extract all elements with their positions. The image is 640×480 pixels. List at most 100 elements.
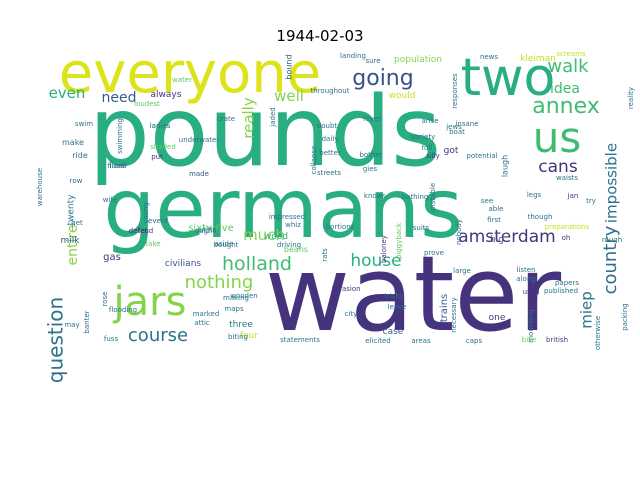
cloud-word-elicited: elicited xyxy=(365,337,390,345)
cloud-word-arise: arise xyxy=(421,117,438,125)
cloud-word-twenty: twenty xyxy=(67,194,77,226)
cloud-word-well: well xyxy=(274,87,304,105)
cloud-word-loudest: loudest xyxy=(134,100,160,108)
cloud-word-case: case xyxy=(383,327,404,337)
cloud-word-sure: sure xyxy=(365,57,380,65)
cloud-word-first: first xyxy=(487,216,501,224)
cloud-word-used: used xyxy=(523,288,540,296)
cloud-word-variety: variety xyxy=(411,133,435,141)
cloud-word-daily: daily xyxy=(322,135,339,143)
cloud-word-milk: milk xyxy=(61,236,81,246)
cloud-word-see: see xyxy=(481,197,493,205)
cloud-word-gas: gas xyxy=(103,252,121,263)
cloud-word-nothing: nothing xyxy=(185,272,254,293)
cloud-word-young: young xyxy=(142,202,150,224)
cloud-word-legs: legs xyxy=(527,191,542,199)
cloud-word-swimming: swimming xyxy=(116,118,124,154)
cloud-word-invasion: invasion xyxy=(331,285,360,293)
cloud-word-driving: driving xyxy=(277,241,301,249)
cloud-word-packing: packing xyxy=(621,303,629,330)
cloud-word-fever: fever xyxy=(363,115,381,123)
cloud-word-made: made xyxy=(189,170,209,178)
cloud-word-rough: rough xyxy=(602,236,622,244)
cloud-word-baloney: baloney xyxy=(380,235,388,263)
cloud-word-landing: landing xyxy=(340,52,366,60)
cloud-word-suits: suits xyxy=(413,224,430,232)
cloud-word-bike: bike xyxy=(522,336,537,344)
cloud-word-bound: bound xyxy=(285,54,294,79)
cloud-word-pounds: pounds xyxy=(89,76,441,188)
cloud-word-even: even xyxy=(49,84,86,102)
cloud-word-going: going xyxy=(352,66,413,91)
cloud-word-wood: wood xyxy=(264,232,288,242)
cloud-word-get: get xyxy=(71,219,83,227)
cloud-word-making: making xyxy=(223,294,249,302)
cloud-word-population: population xyxy=(394,55,442,65)
cloud-word-knows: knows xyxy=(364,192,386,200)
cloud-word-listen: listen xyxy=(516,266,535,274)
cloud-word-tricky: tricky xyxy=(384,292,403,300)
cloud-word-city: city xyxy=(345,310,358,318)
cloud-word-swim: swim xyxy=(75,120,93,128)
cloud-word-better: better xyxy=(319,149,341,157)
cloud-word-course: course xyxy=(128,325,188,346)
cloud-word-gies: gies xyxy=(363,165,378,173)
cloud-word-british: british xyxy=(546,336,568,344)
cloud-word-able: able xyxy=(489,205,504,213)
cloud-word-trains: trains xyxy=(439,294,450,323)
cloud-word-need: need xyxy=(102,90,137,106)
cloud-word-much: much xyxy=(243,226,285,244)
cloud-word-sixty-five: sixty-five xyxy=(188,223,234,234)
cloud-word-attic: attic xyxy=(194,319,210,327)
cloud-word-flood: flood xyxy=(107,162,124,170)
cloud-word-shaded: shaded xyxy=(150,143,176,151)
cloud-word-let: let xyxy=(139,227,148,235)
cloud-word-amsterdam: amsterdam xyxy=(458,227,555,247)
cloud-word-prove: prove xyxy=(424,249,444,257)
cloud-word-wooden: wooden xyxy=(230,292,257,300)
cloud-word-though: though xyxy=(528,213,553,221)
cloud-word-doubt: doubt xyxy=(317,122,338,130)
cloud-word-row: row xyxy=(70,177,83,185)
cloud-word-try: try xyxy=(586,197,596,205)
cloud-word-full: full xyxy=(422,144,433,152)
cloud-word-otherwise: otherwise xyxy=(594,316,602,350)
cloud-word-defend: defend xyxy=(129,227,153,235)
cloud-word-flooding: flooding xyxy=(109,306,137,314)
cloud-word-annex: annex xyxy=(532,94,600,119)
cloud-word-stilts: stilts xyxy=(200,226,217,234)
cloud-word-boat: boat xyxy=(449,128,465,136)
cloud-word-jan: jan xyxy=(567,192,579,200)
cloud-word-got: got xyxy=(444,146,459,156)
cloud-word-rats: rats xyxy=(321,248,329,262)
cloud-word-underwater: underwater xyxy=(179,136,220,144)
cloud-word-maps: maps xyxy=(224,305,244,313)
cloud-word-laugh: laugh xyxy=(501,155,510,177)
cloud-word-mounting: mounting xyxy=(527,309,535,343)
cloud-word-ought: ought xyxy=(195,227,216,235)
cloud-word-put: put xyxy=(151,153,163,161)
cloud-word-news: news xyxy=(480,53,498,61)
cloud-word-rose: rose xyxy=(101,292,109,307)
cloud-word-preparations: preparations xyxy=(545,223,590,231)
cloud-word-big: big xyxy=(490,235,504,245)
cloud-word-cans: cans xyxy=(538,157,578,177)
cloud-word-nobody: nobody xyxy=(455,219,463,245)
cloud-word-holland: holland xyxy=(222,253,292,275)
cloud-word-published: published xyxy=(544,287,578,295)
cloud-word-responses: responses xyxy=(451,73,459,109)
cloud-word-question: question xyxy=(44,297,68,383)
cloud-word-unstable: unstable xyxy=(429,183,437,213)
cloud-word-everyone: everyone xyxy=(59,41,321,106)
cloud-word-flood: flood xyxy=(109,162,126,170)
cloud-word-necessary: necessary xyxy=(450,297,458,333)
cloud-word-event: event xyxy=(148,217,168,225)
cloud-word-ladies: ladies xyxy=(150,122,171,130)
cloud-word-jews: jews xyxy=(445,123,462,131)
cloud-word-idea: idea xyxy=(550,81,580,97)
cloud-word-four: four xyxy=(240,331,258,341)
cloud-word-wife: wife xyxy=(103,196,117,204)
cloud-word-kleiman: kleiman xyxy=(520,54,556,64)
cloud-word-crate: crate xyxy=(217,115,235,123)
